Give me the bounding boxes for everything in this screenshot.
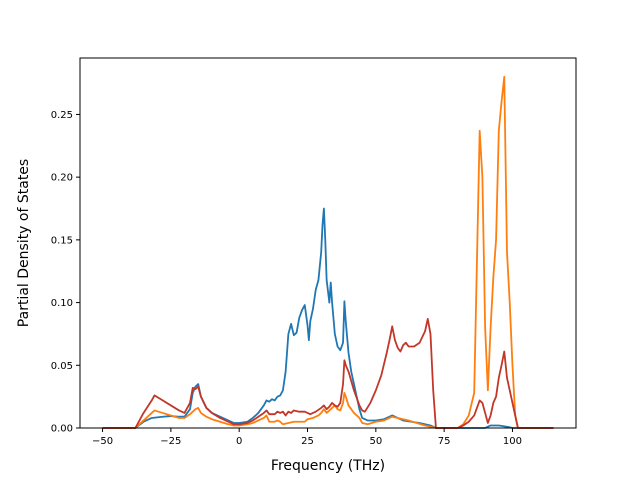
y-tick-label: 0.05 xyxy=(51,361,73,372)
x-tick-label: 0 xyxy=(236,436,242,447)
y-tick-label: 0.20 xyxy=(51,173,73,184)
y-axis-ticks: 0.00 0.05 0.10 0.15 0.20 0.25 xyxy=(51,110,80,435)
x-tick-label: 100 xyxy=(503,436,522,447)
y-tick-label: 0.15 xyxy=(51,235,73,246)
series-line-3 xyxy=(102,317,554,429)
y-tick-label: 0.10 xyxy=(51,298,73,309)
x-tick-label: 25 xyxy=(301,436,314,447)
x-axis-ticks: −50 −25 0 25 50 75 100 xyxy=(92,428,522,447)
plot-frame xyxy=(79,57,577,429)
x-tick-label: 75 xyxy=(438,436,451,447)
x-tick-label: −25 xyxy=(160,436,181,447)
series-layer xyxy=(102,75,554,429)
y-tick-label: 0.00 xyxy=(51,424,73,435)
x-tick-label: −50 xyxy=(92,436,113,447)
y-tick-label: 0.25 xyxy=(51,110,73,121)
x-tick-label: 50 xyxy=(369,436,382,447)
x-axis-label: Frequency (THz) xyxy=(271,458,385,474)
y-axis-label: Partial Density of States xyxy=(16,159,32,327)
series-line-2 xyxy=(102,75,554,429)
